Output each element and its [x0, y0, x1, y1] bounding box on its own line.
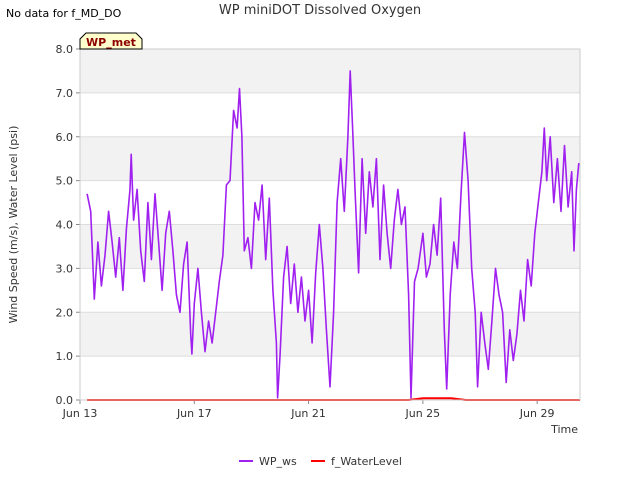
plot-band [80, 312, 580, 357]
chart-title: WP miniDOT Dissolved Oxygen [218, 3, 422, 18]
badge-shape [79, 32, 143, 50]
y-tick-label: 7.0 [56, 87, 74, 100]
y-tick-label: 0.0 [56, 394, 74, 407]
legend-label-f-waterlevel: f_WaterLevel [331, 455, 402, 468]
no-data-message: No data for f_MD_DO [6, 7, 122, 20]
x-tick-label: Jun 25 [405, 407, 441, 420]
y-tick-label: 5.0 [56, 175, 74, 188]
badge-label: WP_met [86, 36, 136, 49]
y-tick-label: 8.0 [56, 43, 74, 56]
y-tick-label: 2.0 [56, 306, 74, 319]
plot-band [80, 136, 580, 181]
y-axis-ticks: 0.0 1.0 2.0 3.0 4.0 5.0 6.0 7.0 8.0 [56, 43, 80, 407]
x-tick-label: Jun 17 [176, 407, 212, 420]
x-tick-label: Jun 21 [290, 407, 326, 420]
plot-frame [79, 48, 581, 401]
y-tick-label: 6.0 [56, 131, 74, 144]
legend-label-wp-ws: WP_ws [259, 455, 297, 468]
legend: WP_ws f_WaterLevel [239, 455, 402, 468]
x-axis-label: Time [550, 423, 578, 436]
plot-band [80, 49, 580, 93]
series-line-wp-ws [86, 70, 580, 399]
plot-bands [80, 49, 580, 357]
x-tick-label: Jun 29 [519, 407, 555, 420]
y-tick-label: 1.0 [56, 350, 74, 363]
x-axis-ticks: Jun 13 Jun 17 Jun 21 Jun 25 Jun 29 [62, 400, 555, 420]
x-tick-label: Jun 13 [62, 407, 98, 420]
plot-band [80, 224, 580, 269]
y-tick-label: 3.0 [56, 262, 74, 275]
y-axis-label: Wind Speed (m/s), Water Level (psi) [7, 126, 20, 324]
y-tick-label: 4.0 [56, 219, 74, 232]
badge: WP_met [79, 32, 143, 50]
